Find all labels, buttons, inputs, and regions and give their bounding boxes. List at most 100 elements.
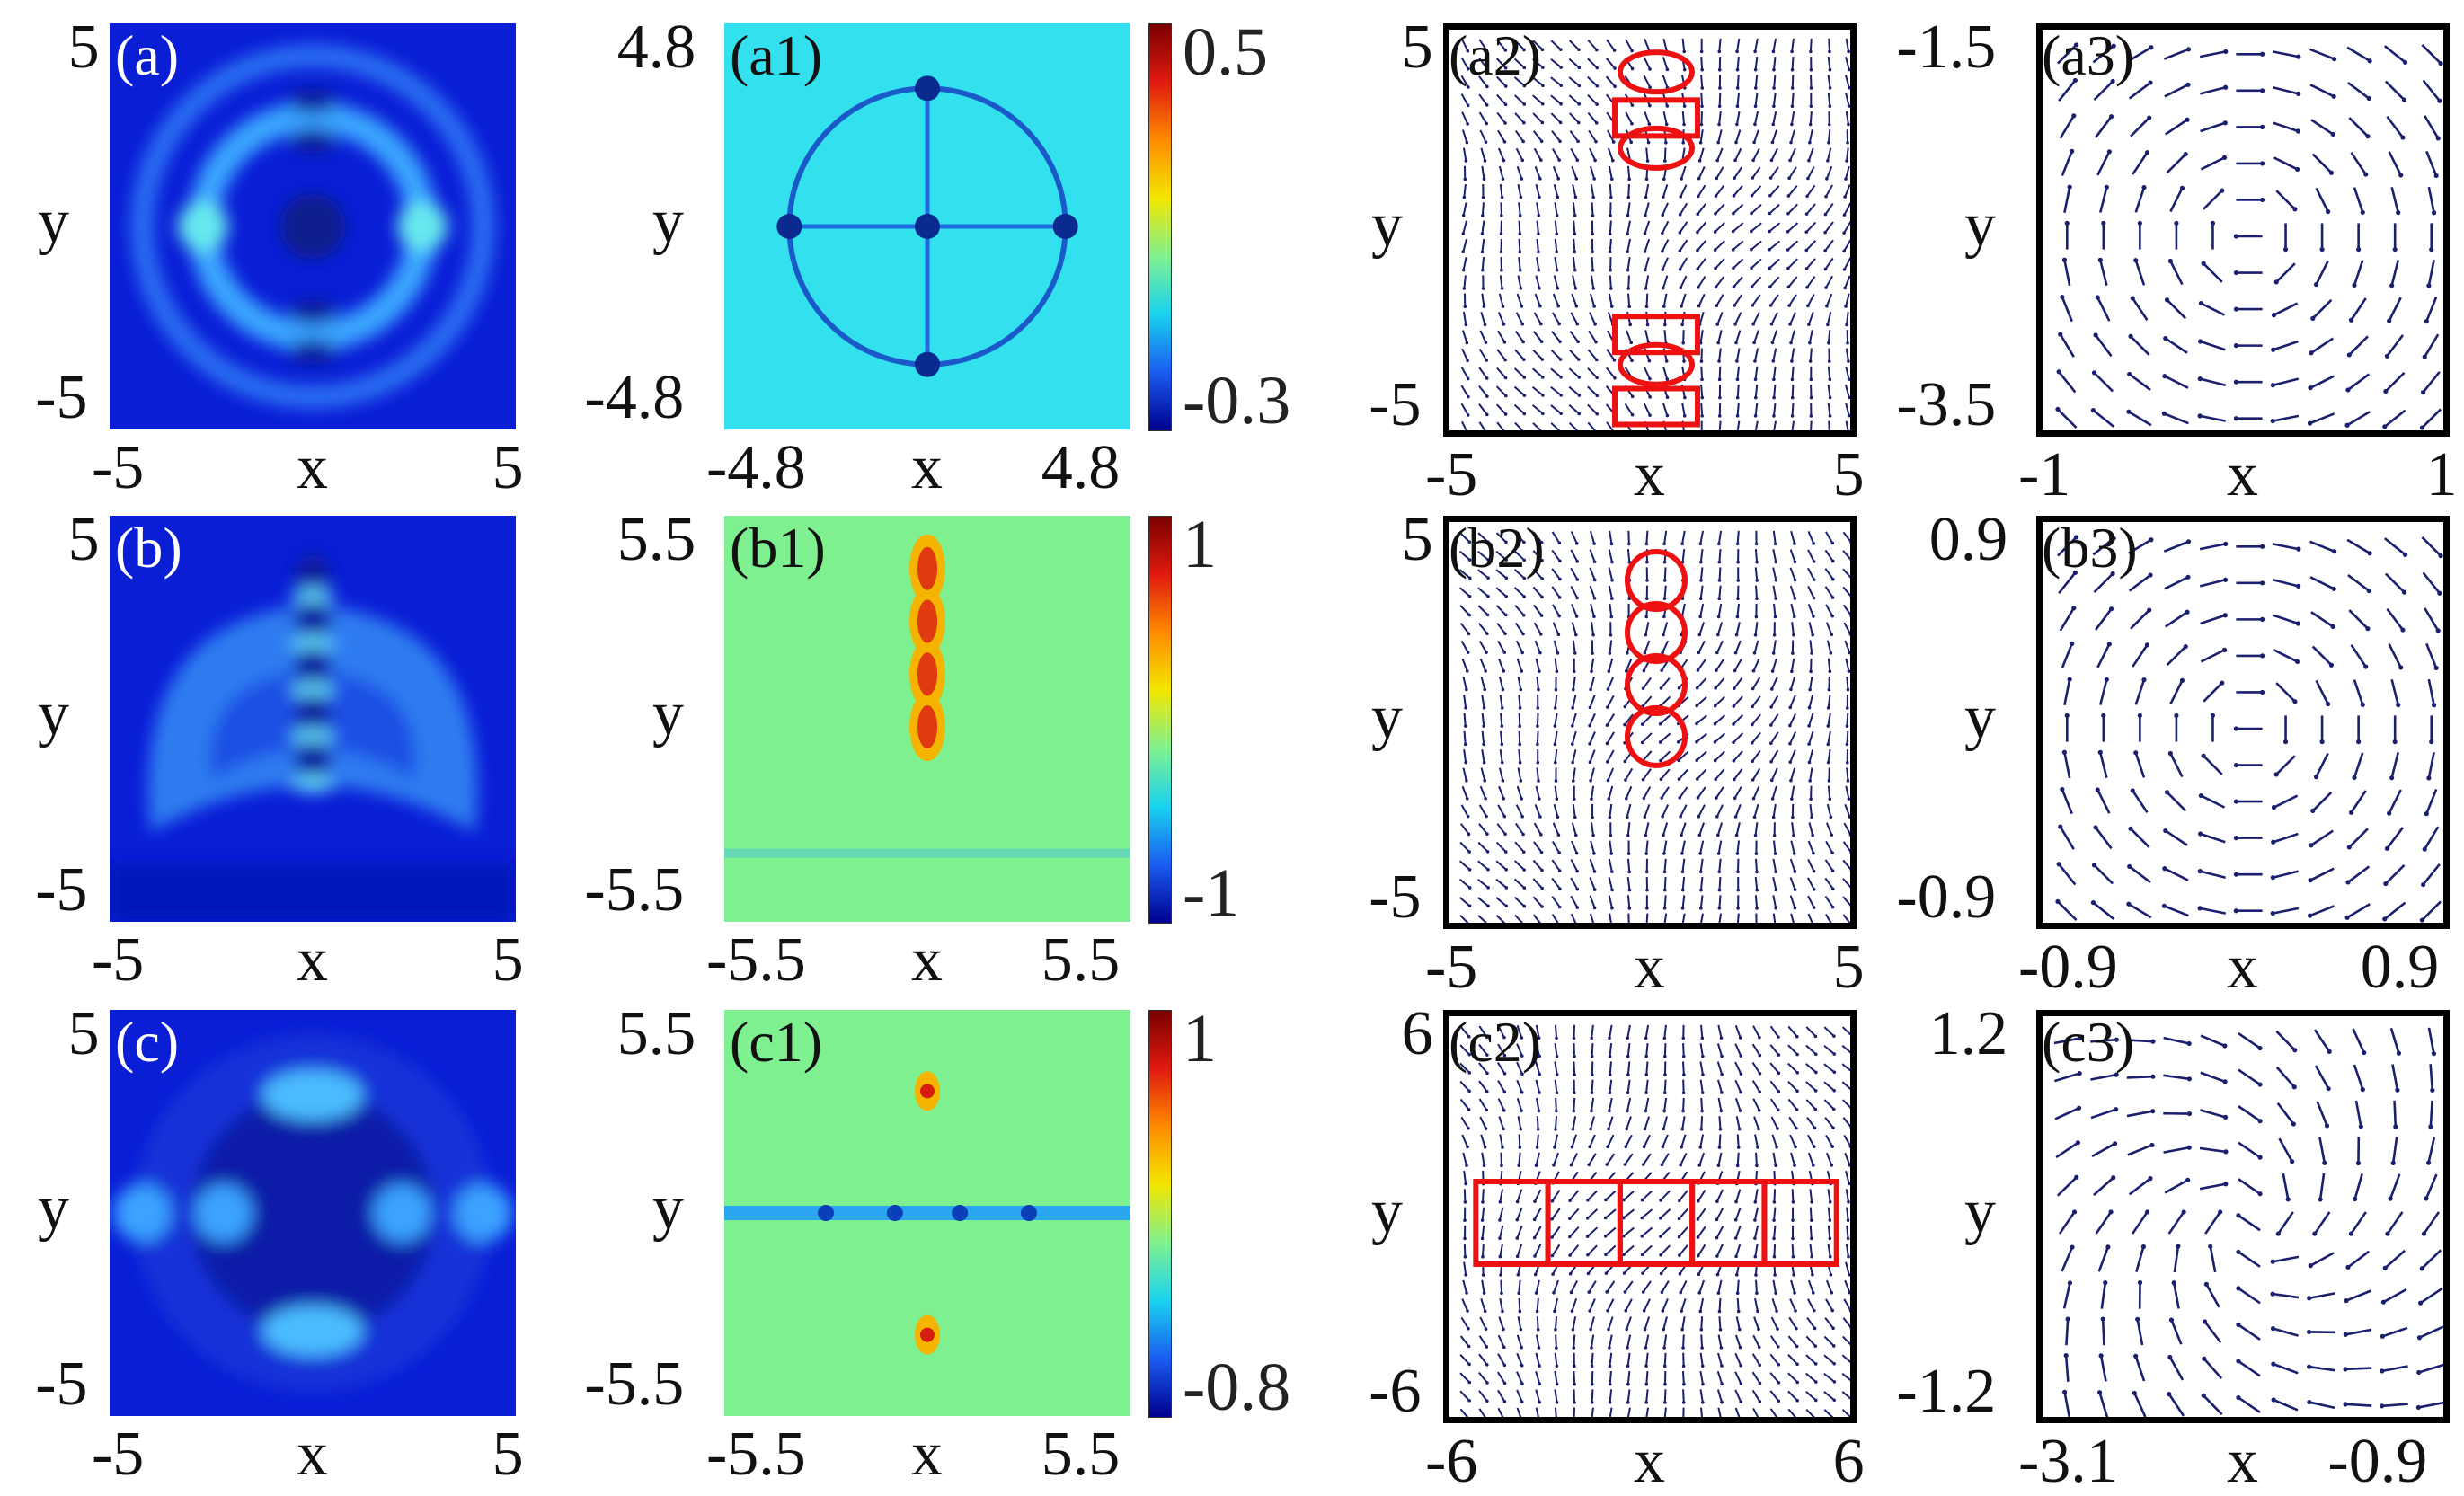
arrow-head	[1467, 1127, 1470, 1130]
field-arrow	[1737, 604, 1739, 617]
x-tick-label: 0.9	[2361, 936, 2440, 999]
field-arrow	[1774, 1189, 1775, 1202]
phase-lobe-core	[920, 1328, 935, 1342]
field-arrow	[1811, 348, 1812, 361]
field-arrow	[1610, 1061, 1611, 1075]
y-tick-label: -1.2	[1896, 1360, 1996, 1423]
arrow-head	[2309, 350, 2313, 355]
field-arrow	[1626, 786, 1632, 798]
arrow-head	[1608, 669, 1611, 673]
field-arrow	[1463, 677, 1466, 689]
field-arrow	[1480, 805, 1486, 817]
field-arrow	[1535, 1244, 1540, 1256]
arrow-head	[1809, 432, 1813, 436]
field-arrow	[1701, 549, 1703, 562]
arrow-head	[1832, 1108, 1836, 1111]
field-arrow	[1829, 57, 1830, 69]
field-arrow	[2424, 116, 2438, 138]
field-arrow	[1788, 1336, 1796, 1346]
arrow-head	[2271, 1362, 2275, 1367]
arrow-head	[1588, 724, 1591, 728]
field-arrow	[1590, 731, 1595, 743]
arrow-head	[1718, 104, 1722, 108]
arrow-head	[1717, 1164, 1721, 1167]
field-arrow	[1555, 641, 1558, 653]
field-arrow	[1644, 1281, 1651, 1292]
x-tick-label: 6	[1833, 1430, 1865, 1493]
field-arrow	[1735, 1372, 1741, 1384]
y-tick-label: 5.5	[617, 509, 696, 571]
arrow-head	[1631, 103, 1635, 107]
arrow-head	[1605, 1163, 1609, 1166]
arrow-head	[1465, 1164, 1468, 1167]
arrow-head	[1631, 395, 1635, 399]
field-arrow	[1537, 1098, 1539, 1111]
arrow-head	[1794, 870, 1797, 873]
field-arrow	[2203, 1395, 2221, 1414]
field-arrow	[1756, 403, 1758, 415]
field-arrow	[2389, 644, 2401, 668]
field-arrow	[1551, 59, 1561, 67]
arrow-head	[1576, 578, 1580, 581]
arrow-head	[1498, 1218, 1502, 1222]
field-arrow	[1533, 350, 1542, 359]
field-arrow	[1533, 897, 1542, 907]
arrow-head	[1789, 688, 1793, 692]
arrow-head	[1538, 177, 1542, 181]
arrow-head	[1810, 1237, 1813, 1241]
field-arrow	[1824, 1046, 1834, 1054]
arrow-head	[1550, 1235, 1554, 1239]
field-arrow	[1700, 1298, 1703, 1311]
arrow-head	[2436, 628, 2441, 633]
arrow-head	[2393, 247, 2398, 252]
arrow-head	[1645, 597, 1649, 600]
field-arrow	[1479, 386, 1487, 397]
arrow-head	[1662, 1328, 1665, 1332]
arrow-head	[1623, 723, 1626, 727]
arrow-head	[1795, 1418, 1799, 1421]
field-arrow	[1733, 696, 1742, 706]
field-arrow	[1646, 1408, 1648, 1421]
field-arrow	[1846, 75, 1849, 88]
field-arrow	[2385, 46, 2406, 62]
field-arrow	[1536, 1080, 1539, 1093]
arrow-head	[1467, 395, 1470, 399]
arrow-head	[1483, 1291, 1486, 1295]
field-arrow	[1808, 914, 1813, 925]
arrow-head	[1468, 595, 1472, 598]
arrow-head	[1679, 1164, 1682, 1167]
field-arrow	[1609, 859, 1612, 872]
arrow-head	[2174, 713, 2178, 718]
field-arrow	[1462, 94, 1468, 106]
field-arrow	[2382, 1328, 2407, 1336]
arrow-head	[1848, 669, 1851, 673]
arrow-head	[1589, 688, 1592, 692]
arrow-head	[1628, 889, 1632, 892]
arrow-head	[1645, 561, 1649, 564]
field-arrow	[1482, 221, 1484, 234]
field-arrow	[1680, 258, 1688, 270]
arrow-head	[1831, 1326, 1835, 1330]
arrow-head	[1467, 651, 1470, 654]
arrow-head	[1736, 889, 1740, 892]
core	[280, 194, 345, 259]
field-arrow	[1591, 622, 1593, 634]
field-arrow	[1480, 1336, 1487, 1347]
arrow-head	[1736, 852, 1740, 855]
field-arrow	[2205, 1322, 2221, 1342]
field-arrow	[1715, 223, 1724, 232]
field-arrow	[1754, 659, 1759, 670]
field-arrow	[1771, 732, 1778, 743]
field-arrow	[1770, 1391, 1778, 1401]
arrow-head	[1845, 159, 1848, 163]
x-tick-label: -0.9	[2327, 1430, 2427, 1493]
dark-spot	[289, 88, 336, 113]
arrow-head	[1573, 1365, 1576, 1368]
arrow-head	[1590, 1346, 1593, 1350]
field-arrow	[1753, 768, 1760, 779]
field-arrow	[2200, 872, 2225, 878]
arrow-head	[1768, 267, 1772, 270]
field-arrow	[1717, 641, 1723, 652]
field-arrow	[1717, 805, 1723, 817]
field-arrow	[2318, 1102, 2327, 1126]
